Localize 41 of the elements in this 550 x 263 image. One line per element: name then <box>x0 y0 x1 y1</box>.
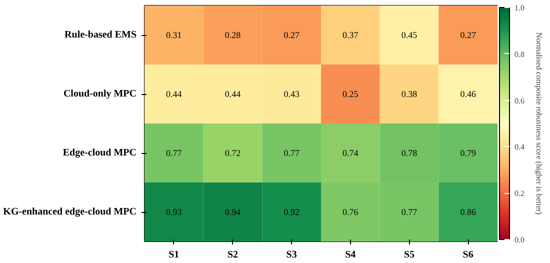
data-label: 0.86 <box>460 207 476 217</box>
data-label: 0.43 <box>284 89 300 99</box>
data-label: 0.37 <box>342 30 359 40</box>
color-bar-label: 0.6 <box>514 96 524 106</box>
data-label: 0.28 <box>224 30 242 40</box>
data-label: 0.72 <box>224 148 241 158</box>
data-label: 0.27 <box>284 30 300 40</box>
data-label: 0.79 <box>460 148 476 158</box>
data-label: 0.76 <box>342 207 359 217</box>
x-tick-label: S2 <box>227 250 238 260</box>
y-tick-label: Cloud-only MPC <box>63 88 136 100</box>
color-bar-label: 0.0 <box>514 236 524 244</box>
data-label: 0.45 <box>401 30 418 40</box>
data-label: 0.44 <box>166 89 182 99</box>
x-tick-label: S6 <box>462 250 474 260</box>
color-bar-label: 0.8 <box>514 50 524 59</box>
y-tick-label: KG-enhanced edge-cloud MPC <box>3 206 137 218</box>
data-label: 0.27 <box>460 30 476 40</box>
color-bar-label: 0.4 <box>514 142 524 152</box>
data-label: 0.94 <box>224 207 242 217</box>
data-label: 0.74 <box>342 148 359 158</box>
data-label: 0.44 <box>224 89 242 99</box>
data-label: 0.77 <box>284 148 300 158</box>
x-tick-label: S3 <box>286 250 297 260</box>
y-tick-label: Edge-cloud MPC <box>62 148 136 158</box>
x-tick-label: S4 <box>345 250 356 260</box>
x-tick-label: S1 <box>168 250 180 260</box>
data-label: 0.38 <box>401 89 418 99</box>
data-label: 0.77 <box>166 148 182 158</box>
data-label: 0.78 <box>401 148 418 158</box>
color-bar-title: Normalised composite robustness score (higher is better) <box>534 32 544 215</box>
y-tick-label: Rule-based EMS <box>64 30 137 40</box>
data-label: 0.77 <box>401 207 418 217</box>
data-label: 0.46 <box>460 89 476 99</box>
data-label: 0.31 <box>166 30 182 40</box>
color-bar-label: 0.2 <box>514 189 524 198</box>
data-label: 0.92 <box>284 207 300 217</box>
data-label: 0.93 <box>166 207 182 217</box>
x-tick-label: S5 <box>404 250 415 260</box>
data-label: 0.25 <box>342 89 359 99</box>
color-bar-label: 1.0 <box>514 4 524 12</box>
